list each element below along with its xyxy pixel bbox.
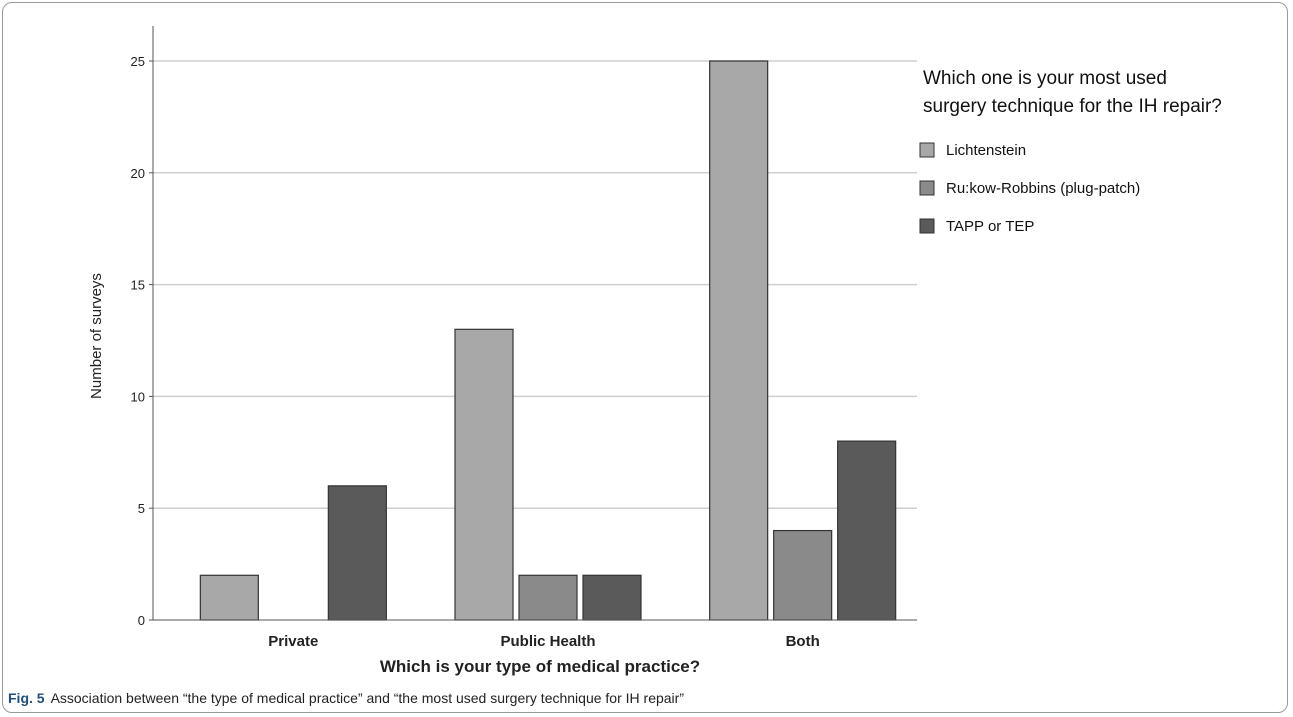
legend-label-0: Lichtenstein <box>946 142 1026 159</box>
legend-label-2: TAPP or TEP <box>946 218 1034 235</box>
y-axis-title: Number of surveys <box>88 273 105 399</box>
legend-swatch-1 <box>919 180 935 196</box>
figure-label: Fig. 5 <box>8 690 45 706</box>
y-tick-label: 0 <box>138 613 145 628</box>
x-axis-title: Which is your type of medical practice? <box>380 657 700 676</box>
y-tick-labels: 0 5 10 15 20 25 <box>131 54 153 628</box>
legend-swatch-2 <box>919 218 935 234</box>
y-tick-label: 20 <box>131 166 145 181</box>
x-tick-label: Public Health <box>500 633 595 650</box>
bar-both-1 <box>773 529 833 621</box>
legend-swatch-0 <box>919 142 935 158</box>
y-tick-label: 15 <box>131 278 145 293</box>
legend-title-line-1: Which one is your most used <box>923 68 1167 89</box>
bars <box>199 60 897 621</box>
bar-both-2 <box>837 440 897 621</box>
bar-private-0 <box>199 574 259 621</box>
bar-public-health-2 <box>582 574 642 621</box>
caption-text: Association between “the type of medical… <box>50 690 684 706</box>
x-tick-label: Private <box>268 633 318 650</box>
legend: Which one is your most used surgery tech… <box>919 68 1222 235</box>
x-tick-labels: Private Public Health Both <box>268 633 819 650</box>
gridlines <box>153 60 917 509</box>
y-tick-label: 5 <box>138 501 145 516</box>
bar-public-health-0 <box>454 328 514 621</box>
bar-chart: 0 5 10 15 20 25 Private Public Health Both Whic… <box>88 26 1222 676</box>
x-tick-label: Both <box>786 633 820 650</box>
bar-private-2 <box>327 485 387 621</box>
y-tick-label: 25 <box>131 54 145 69</box>
y-tick-label: 10 <box>131 389 145 404</box>
bar-public-health-1 <box>518 574 578 621</box>
legend-label-1: Ru:kow-Robbins (plug-patch) <box>946 180 1140 197</box>
figure-caption: Fig. 5 Association between “the type of m… <box>8 690 684 706</box>
legend-title-line-2: surgery technique for the IH repair? <box>923 96 1222 117</box>
bar-both-0 <box>709 60 769 621</box>
